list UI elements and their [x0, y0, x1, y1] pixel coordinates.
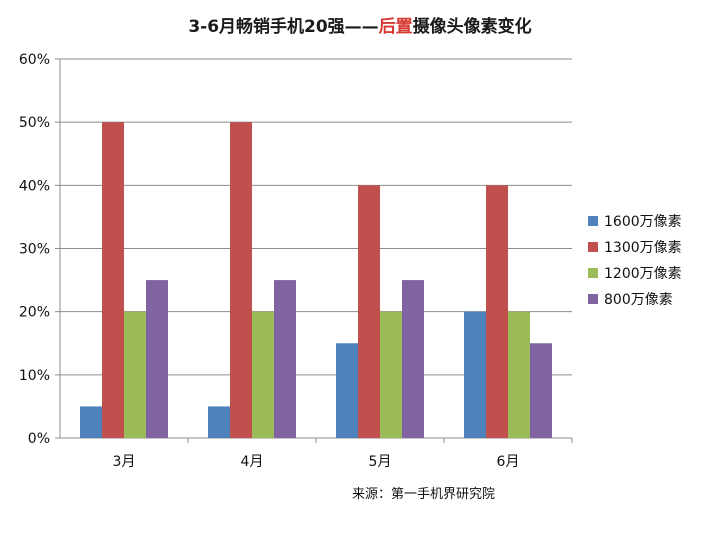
- bar: [530, 343, 552, 438]
- legend-item-1300: 1300万像素: [588, 234, 682, 260]
- bar: [380, 311, 402, 438]
- bar: [358, 185, 380, 438]
- legend-item-1600: 1600万像素: [588, 208, 682, 234]
- bar: [486, 185, 508, 438]
- y-tick-label: 60%: [19, 52, 50, 68]
- legend-swatch: [588, 294, 598, 304]
- legend-label: 1300万像素: [604, 240, 682, 256]
- bar: [464, 311, 486, 438]
- bar: [146, 280, 168, 438]
- chart-title-part-1: 3-6月畅销手机20强——: [188, 17, 379, 37]
- y-tick-label: 20%: [19, 305, 50, 321]
- bar: [252, 311, 274, 438]
- bar: [230, 122, 252, 439]
- x-tick-label: 3月: [113, 454, 136, 470]
- x-tick-label: 5月: [369, 454, 392, 470]
- legend-swatch: [588, 242, 598, 252]
- legend-label: 800万像素: [604, 292, 673, 308]
- legend-swatch: [588, 268, 598, 278]
- legend-swatch: [588, 216, 598, 226]
- bar: [274, 280, 296, 438]
- chart-title-highlight: 后置: [378, 17, 413, 37]
- chart-title: 3-6月畅销手机20强——后置摄像头像素变化: [0, 12, 720, 37]
- y-tick-label: 0%: [28, 431, 50, 447]
- legend-item-1200: 1200万像素: [588, 260, 682, 286]
- legend-label: 1600万像素: [604, 214, 682, 230]
- legend: 1600万像素 1300万像素 1200万像素 800万像素: [588, 208, 682, 312]
- x-tick-label: 6月: [497, 454, 520, 470]
- y-tick-label: 10%: [19, 368, 50, 384]
- y-tick-label: 30%: [19, 242, 50, 258]
- bar: [336, 343, 358, 438]
- y-tick-label: 50%: [19, 115, 50, 131]
- bar: [80, 406, 102, 438]
- legend-label: 1200万像素: [604, 266, 682, 282]
- bar: [208, 406, 230, 438]
- chart-title-part-3: 摄像头像素变化: [412, 17, 532, 37]
- bar: [508, 311, 530, 438]
- source-note: 来源：第一手机界研究院: [352, 487, 496, 502]
- legend-item-800: 800万像素: [588, 286, 682, 312]
- x-tick-label: 4月: [241, 454, 264, 470]
- y-tick-label: 40%: [19, 178, 50, 194]
- bar: [402, 280, 424, 438]
- bar: [124, 311, 146, 438]
- bar: [102, 122, 124, 439]
